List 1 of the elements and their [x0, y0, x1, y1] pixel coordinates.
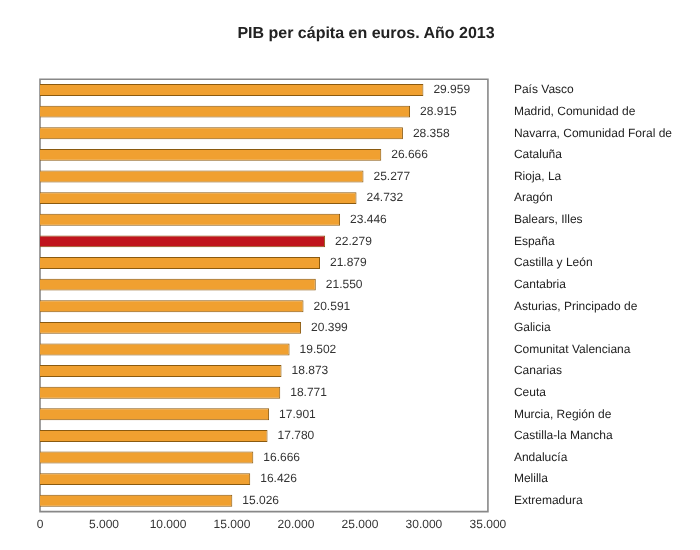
- chart-title: PIB per cápita en euros. Año 2013: [237, 24, 496, 43]
